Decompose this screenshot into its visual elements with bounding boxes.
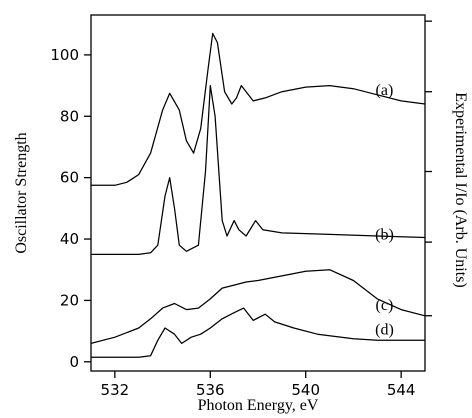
x-tick-label: 532 [101, 381, 130, 399]
series-group [90, 32, 426, 358]
y-tick-label: 40 [60, 230, 79, 248]
y-tick-label: 0 [69, 353, 79, 371]
y-tick-label: 80 [60, 107, 79, 125]
series-label: (a) [376, 82, 394, 99]
series-line [90, 269, 426, 345]
x-axis-title: Photon Energy, eV [198, 397, 319, 414]
series-labels: (a) (b) (c) (d) [375, 82, 394, 338]
series-line [91, 84, 426, 256]
y-tick-label: 20 [60, 291, 79, 309]
series-label: (d) [375, 322, 394, 339]
x-tick-label: 536 [196, 381, 225, 399]
y-tick-label: 60 [60, 169, 79, 187]
right-axis-title: Experimental I/Io (Arb. Units) [452, 92, 469, 288]
y-axis-ticks: 0 20 40 60 80 100 [50, 46, 91, 371]
plot-frame [90, 14, 426, 372]
right-axis-ticks [425, 20, 432, 317]
series-line [91, 307, 425, 358]
x-axis-ticks: 532 536 540 544 [101, 371, 416, 399]
series-label: (b) [375, 226, 394, 243]
x-tick-label: 544 [387, 381, 416, 399]
y-tick-label: 100 [50, 46, 79, 64]
series-line [91, 32, 426, 186]
series-label: (c) [376, 297, 394, 314]
y-axis-title: Oscillator Strength [13, 132, 30, 253]
x-tick-label: 540 [291, 381, 320, 399]
